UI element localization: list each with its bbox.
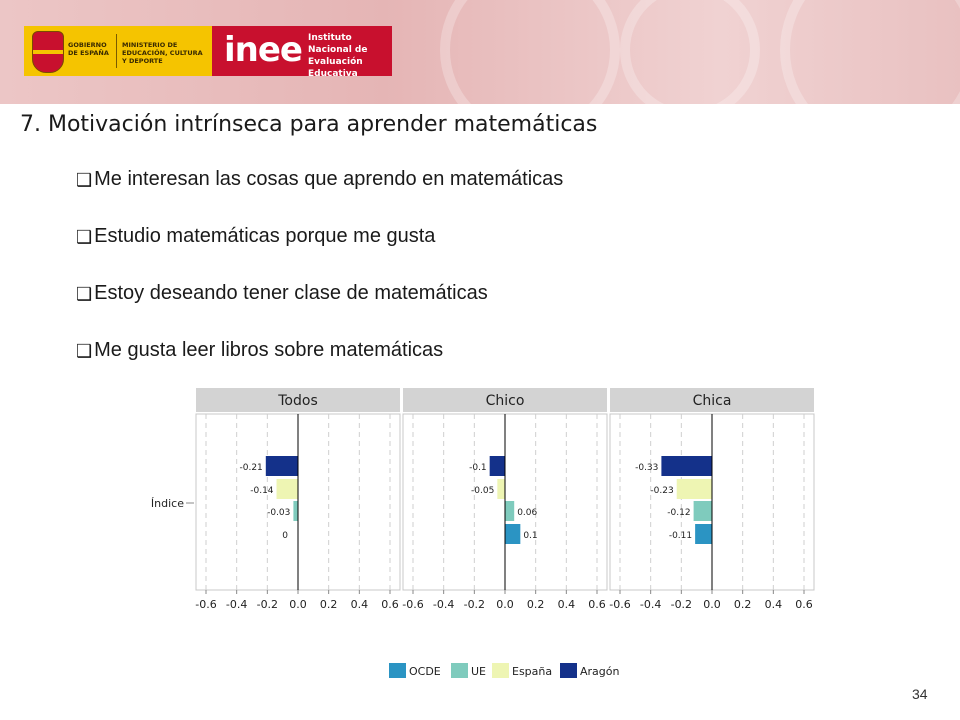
legend-label: OCDE [409,665,441,678]
tick-label: 0.6 [588,598,606,611]
slide-title: 7. Motivación intrínseca para aprender m… [20,112,598,137]
checkbox-bullet-icon: ❑ [76,284,93,304]
panel-title: Chica [693,393,732,409]
tick-label: 0.0 [496,598,514,611]
header-banner: GOBIERNO DE ESPAÑA MINISTERIO DE EDUCACI… [0,0,960,104]
inee-logo: inee Instituto Nacional de Evaluación Ed… [212,26,392,79]
bar-españa [676,479,712,499]
tick-label: -0.4 [433,598,454,611]
tick-label: -0.2 [464,598,485,611]
watermark-circle [620,0,760,104]
bullet-item: ❑ Me interesan las cosas que aprendo en m… [76,168,563,225]
tick-label: 0.2 [527,598,545,611]
bar-ue [505,501,515,521]
data-label: -0.1 [469,463,487,473]
bar-españa [497,479,505,499]
logo-divider [116,34,117,68]
tick-label: 0.2 [734,598,752,611]
bar-aragón [265,456,298,476]
tick-label: 0.6 [381,598,399,611]
government-text: GOBIERNO DE ESPAÑA [68,41,109,57]
data-label: -0.21 [240,463,263,473]
government-logo: GOBIERNO DE ESPAÑA MINISTERIO DE EDUCACI… [24,26,212,76]
bar-ocde [695,524,712,544]
data-label: -0.14 [250,486,274,496]
bullet-item: ❑ Me gusta leer libros sobre matemáticas [76,339,563,396]
tick-label: -0.4 [640,598,661,611]
tick-label: 0.2 [320,598,338,611]
tick-label: -0.6 [195,598,216,611]
tick-label: -0.2 [671,598,692,611]
legend-swatch-ue [451,663,468,678]
tick-label: 0.0 [703,598,721,611]
tick-label: 0.0 [289,598,307,611]
category-label: Índice [151,497,184,510]
tick-label: 0.6 [795,598,813,611]
checkbox-bullet-icon: ❑ [76,170,93,190]
bar-aragón [661,456,712,476]
legend-swatch-españa [492,663,509,678]
legend-label: Aragón [580,665,620,678]
bullet-item: ❑ Estoy deseando tener clase de matemátic… [76,282,563,339]
bar-ue [693,501,712,521]
bar-ocde [505,524,521,544]
bullet-text: Me interesan las cosas que aprendo en ma… [94,168,564,190]
panel-title: Todos [277,393,317,409]
bullet-item: ❑ Estudio matemáticas porque me gusta [76,225,563,282]
bullet-list: ❑ Me interesan las cosas que aprendo en m… [76,168,563,396]
bullet-text: Estudio matemáticas porque me gusta [94,225,436,247]
bar-españa [276,479,298,499]
legend-swatch-aragón [560,663,577,678]
ministry-text: MINISTERIO DE EDUCACIÓN, CULTURA Y DEPOR… [122,41,203,65]
watermark-circle [780,0,960,104]
bar-aragón [489,456,505,476]
tick-label: -0.4 [226,598,247,611]
coat-of-arms-icon [32,31,64,73]
inee-full-name: Instituto Nacional de Evaluación Educati… [308,33,368,79]
legend-label: España [512,665,552,678]
tick-label: -0.6 [402,598,423,611]
data-label: -0.33 [635,463,658,473]
tick-label: 0.4 [558,598,576,611]
panel-header [196,388,400,412]
data-label: -0.12 [667,508,690,518]
legend-label: UE [471,665,486,678]
bar-ue [293,501,298,521]
watermark-circle [440,0,620,104]
data-label: 0 [282,531,288,541]
data-label: 0.06 [517,508,537,518]
panel-header [403,388,607,412]
data-label: 0.1 [523,531,537,541]
tick-label: -0.2 [257,598,278,611]
checkbox-bullet-icon: ❑ [76,227,93,247]
inee-word: inee [224,30,303,70]
data-label: -0.05 [471,486,494,496]
panel-title: Chico [486,393,525,409]
data-label: -0.23 [650,486,673,496]
tick-label: 0.4 [765,598,783,611]
motivation-bar-chart: Todos -0.21 -0.14 -0.03 0 -0.6 -0.4 -0.2 0.0 0.2 0… [151,388,815,678]
tick-label: -0.6 [609,598,630,611]
checkbox-bullet-icon: ❑ [76,341,93,361]
tick-label: 0.4 [351,598,369,611]
legend-swatch-ocde [389,663,406,678]
bullet-text: Estoy deseando tener clase de matemática… [94,282,488,304]
data-label: -0.11 [669,531,692,541]
data-label: -0.03 [267,508,290,518]
bullet-text: Me gusta leer libros sobre matemáticas [94,339,444,361]
panel-header [610,388,814,412]
page-number: 34 [912,686,928,702]
